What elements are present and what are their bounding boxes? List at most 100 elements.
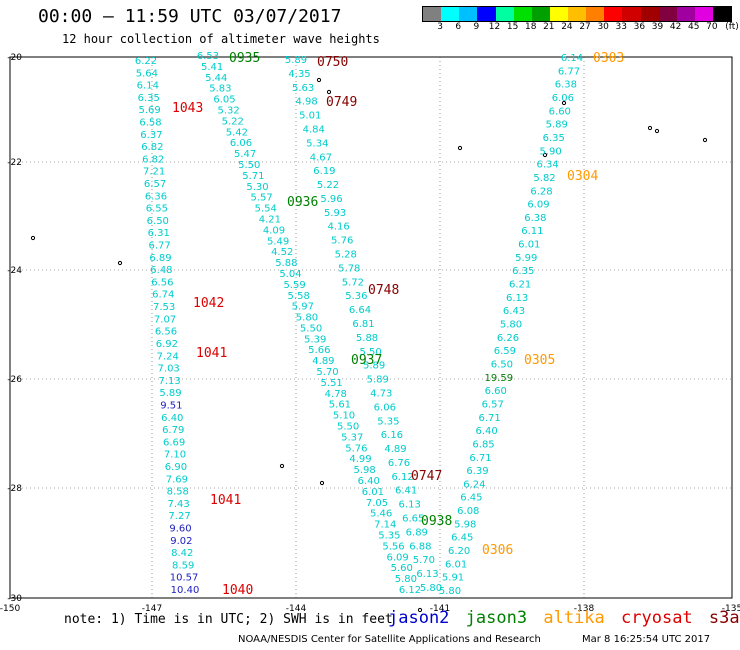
sats3a-east-value: 5.50 (359, 347, 381, 358)
jason3-mid-value: 5.50 (337, 422, 359, 433)
altika-time-label: 0303 (593, 51, 624, 66)
sats3a-east-value: 6.88 (409, 541, 431, 552)
sats3a-east-value: 4.84 (303, 124, 325, 135)
legend-tick-label: 39 (651, 22, 664, 32)
sats3a-east-value: 6.16 (381, 430, 403, 441)
altika-east-value: 6.35 (543, 133, 565, 144)
jason3-mid-value: 4.78 (325, 389, 347, 400)
altika-east-value: 5.91 (442, 573, 464, 584)
legend-tick-label: 42 (669, 22, 682, 32)
legend-swatch (531, 7, 550, 21)
legend-swatch (694, 7, 713, 21)
jason3-mid-value: 5.76 (345, 443, 367, 454)
altika-east-value: 6.14 (561, 53, 583, 64)
legend-tick-label: 45 (688, 22, 700, 32)
sats3a-east-value: 6.41 (395, 486, 417, 497)
sat-jason2-label: jason2 (388, 608, 450, 628)
sats3a-east-value: 5.96 (320, 194, 342, 205)
cryosat-west-value: 9.02 (170, 536, 192, 547)
sats3a-east-value: 6.13 (399, 500, 421, 511)
cryosat-west-value: 6.56 (151, 277, 173, 288)
jason3-time-label: 0936 (287, 195, 318, 210)
sats3a-east-value: 6.06 (374, 402, 396, 413)
jason3-mid-value: 5.60 (391, 563, 413, 574)
legend-tick-label: 36 (633, 22, 646, 32)
sats3a-time-label: 0748 (368, 283, 399, 298)
altika-east-value: 6.59 (494, 346, 516, 357)
jason3-mid-value: 5.42 (226, 127, 248, 138)
cryosat-west-value: 6.69 (163, 437, 185, 448)
island-outline (702, 137, 708, 143)
jason3-mid-value: 5.22 (222, 116, 244, 127)
altika-east-value: 19.59 (484, 373, 513, 384)
legend-swatch (713, 7, 732, 21)
jason3-mid-value: 4.99 (349, 454, 371, 465)
cryosat-west-value: 6.57 (144, 179, 166, 190)
legend-swatch (586, 7, 605, 21)
cryosat-west-value: 7.10 (164, 450, 186, 461)
sats3a-east-value: 5.88 (356, 333, 378, 344)
legend-swatch (495, 7, 514, 21)
legend-tick-label: 24 (561, 22, 573, 32)
color-legend-bar (422, 6, 732, 22)
jason3-mid-value: 5.41 (201, 62, 223, 73)
cryosat-west-value: 6.58 (139, 118, 161, 129)
cryosat-west-value: 6.82 (141, 142, 163, 153)
jason3-mid-value: 5.80 (395, 574, 417, 585)
altika-east-value: 6.11 (521, 226, 543, 237)
altika-east-value: 6.45 (451, 533, 473, 544)
cryosat-west-value: 7.24 (157, 351, 179, 362)
cryosat-west-value: 6.90 (165, 462, 187, 473)
cryosat-west-value: 6.56 (155, 327, 177, 338)
cryosat-west-value: 7.03 (158, 364, 180, 375)
island-outline (654, 128, 660, 134)
sats3a-east-value: 5.80 (420, 583, 442, 594)
island-outline (30, 235, 36, 241)
sats3a-time-label: 0750 (317, 55, 348, 70)
cryosat-west-value: 7.53 (153, 302, 175, 313)
sats3a-east-value: 5.01 (299, 111, 321, 122)
sats3a-east-value: 6.89 (406, 527, 428, 538)
sats3a-east-value: 4.98 (296, 97, 318, 108)
jason3-mid-value: 6.05 (213, 95, 235, 106)
jason3-mid-value: 6.53 (197, 51, 219, 62)
lon-tick-label: -138 (574, 604, 595, 614)
legend-swatch (604, 7, 623, 21)
cryosat-west-value: 7.13 (158, 376, 180, 387)
sats3a-east-value: 5.35 (377, 416, 399, 427)
altika-east-value: 6.24 (463, 479, 485, 490)
legend-tick-label: 12 (488, 22, 501, 32)
island-outline (647, 125, 653, 131)
legend-tick-label: 33 (615, 22, 628, 32)
cryosat-west-value: 5.89 (159, 388, 181, 399)
cryosat-west-value: 6.55 (146, 204, 168, 215)
cryosat-west-value: 8.59 (172, 560, 194, 571)
altika-east-value: 6.60 (485, 386, 507, 397)
lat-tick-label: -22 (7, 158, 22, 168)
cryosat-west-value: 6.36 (145, 191, 167, 202)
legend-swatch (549, 7, 568, 21)
lat-tick-label: -28 (7, 484, 22, 494)
cryosat-west-value: 5.64 (136, 68, 158, 79)
cryosat-time-label: 1040 (222, 583, 253, 598)
sats3a-east-value: 5.36 (345, 291, 367, 302)
jason3-mid-value: 6.06 (230, 138, 252, 149)
legend-swatch (658, 7, 677, 21)
cryosat-west-value: 7.69 (166, 474, 188, 485)
jason3-mid-value: 5.80 (296, 313, 318, 324)
altika-east-value: 6.71 (479, 413, 501, 424)
jason3-mid-value: 5.10 (333, 411, 355, 422)
jason3-mid-value: 5.47 (234, 149, 256, 160)
cryosat-time-label: 1043 (172, 101, 203, 116)
sats3a-east-value: 4.73 (370, 388, 392, 399)
legend-tick-label: 15 (506, 22, 519, 32)
legend-tick-label: 21 (543, 22, 555, 32)
altika-east-value: 6.50 (491, 359, 513, 370)
map-subtitle: 12 hour collection of altimeter wave hei… (62, 32, 380, 46)
legend-tick-label: 27 (579, 22, 591, 32)
cryosat-time-label: 1042 (193, 296, 224, 311)
jason3-mid-value: 5.35 (378, 531, 400, 542)
sats3a-east-value: 4.35 (288, 69, 310, 80)
island-outline (117, 260, 123, 266)
altika-east-value: 6.38 (524, 213, 546, 224)
